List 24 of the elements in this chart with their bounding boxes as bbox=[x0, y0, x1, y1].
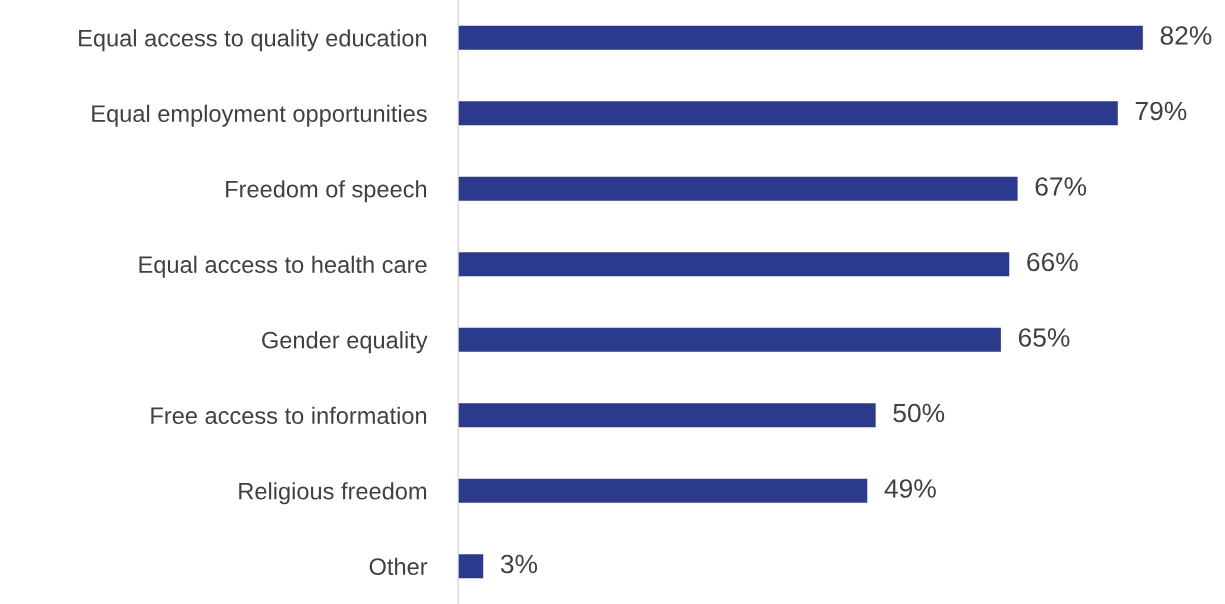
y-tick-label: Equal employment opportunities bbox=[92, 104, 427, 127]
data-label: 65% bbox=[1018, 328, 1070, 347]
data-label: 82% bbox=[1160, 26, 1212, 45]
bar bbox=[458, 554, 484, 579]
bar bbox=[458, 252, 1010, 277]
y-tick-label: Equal access to health care bbox=[139, 255, 427, 278]
data-label: 3% bbox=[500, 554, 538, 574]
y-tick-label: Equal access to quality education bbox=[79, 29, 427, 52]
y-tick-label: Free access to information bbox=[151, 406, 427, 425]
y-tick-label: Gender equality bbox=[262, 331, 428, 354]
bar bbox=[458, 25, 1143, 50]
bar bbox=[458, 327, 1001, 352]
bar bbox=[458, 176, 1018, 201]
bar bbox=[458, 101, 1118, 126]
bar bbox=[458, 478, 868, 503]
y-tick-label: Freedom of speech bbox=[226, 180, 427, 203]
y-tick-label: Other bbox=[369, 557, 428, 576]
bar bbox=[458, 403, 876, 428]
y-tick-label: Religious freedom bbox=[239, 482, 427, 505]
data-label: 66% bbox=[1027, 252, 1078, 272]
data-label: 50% bbox=[893, 403, 945, 423]
data-label: 67% bbox=[1035, 177, 1087, 196]
data-label: 79% bbox=[1135, 101, 1187, 121]
data-label: 49% bbox=[884, 479, 936, 498]
